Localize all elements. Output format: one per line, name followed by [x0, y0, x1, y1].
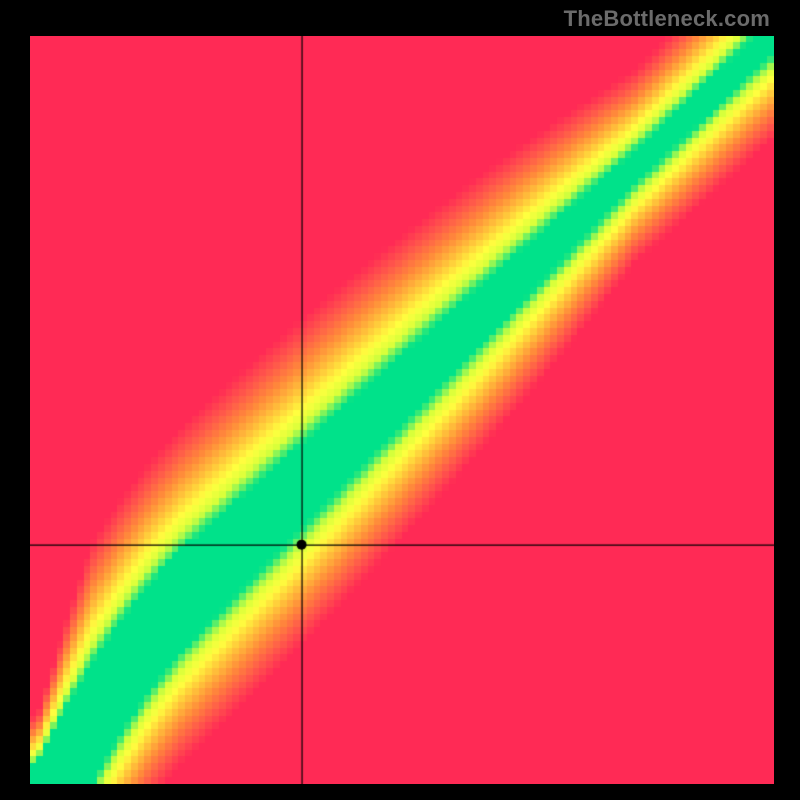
watermark-text: TheBottleneck.com — [564, 6, 770, 32]
chart-container: TheBottleneck.com — [0, 0, 800, 800]
bottleneck-heatmap — [30, 36, 774, 784]
